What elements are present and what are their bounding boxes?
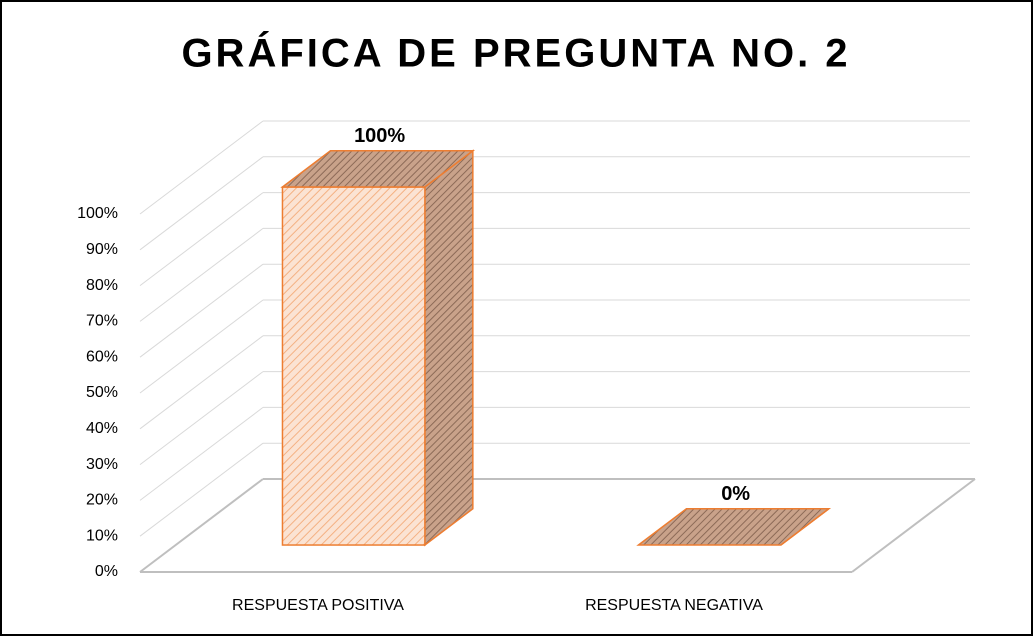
grid-line: [139, 407, 264, 501]
y-tick-label: 60%: [86, 348, 118, 365]
bar-side: [424, 149, 474, 547]
y-tick-label: 40%: [86, 420, 118, 437]
y-tick-label: 50%: [86, 384, 118, 401]
grid-line: [139, 442, 264, 537]
grid-line: [139, 192, 264, 286]
x-tick-label: RESPUESTA POSITIVA: [232, 597, 404, 614]
grid-line: [139, 120, 264, 215]
y-tick-label: 70%: [86, 313, 118, 330]
y-tick-label: 100%: [77, 205, 118, 222]
grid-line: [139, 228, 264, 322]
floor-edge: [851, 478, 976, 573]
y-tick-label: 0%: [95, 563, 118, 580]
bar: [281, 186, 426, 546]
grid-line: [139, 478, 264, 573]
y-tick-label: 90%: [86, 241, 118, 258]
y-tick-label: 10%: [86, 527, 118, 544]
grid-line: [139, 263, 264, 358]
value-label: 100%: [354, 125, 405, 147]
y-tick-label: 80%: [86, 277, 118, 294]
grid-line: [139, 371, 264, 465]
chart-title: GRÁFICA DE PREGUNTA NO. 2: [181, 31, 850, 76]
grid-line: [139, 335, 264, 430]
value-label: 0%: [721, 483, 750, 505]
bar-top: [280, 150, 476, 188]
x-tick-label: RESPUESTA NEGATIVA: [585, 597, 763, 614]
y-tick-label: 20%: [86, 492, 118, 509]
y-tick-label: 30%: [86, 456, 118, 473]
grid-line: [139, 299, 264, 394]
bar-top: [636, 508, 832, 546]
grid-line: [139, 156, 264, 251]
